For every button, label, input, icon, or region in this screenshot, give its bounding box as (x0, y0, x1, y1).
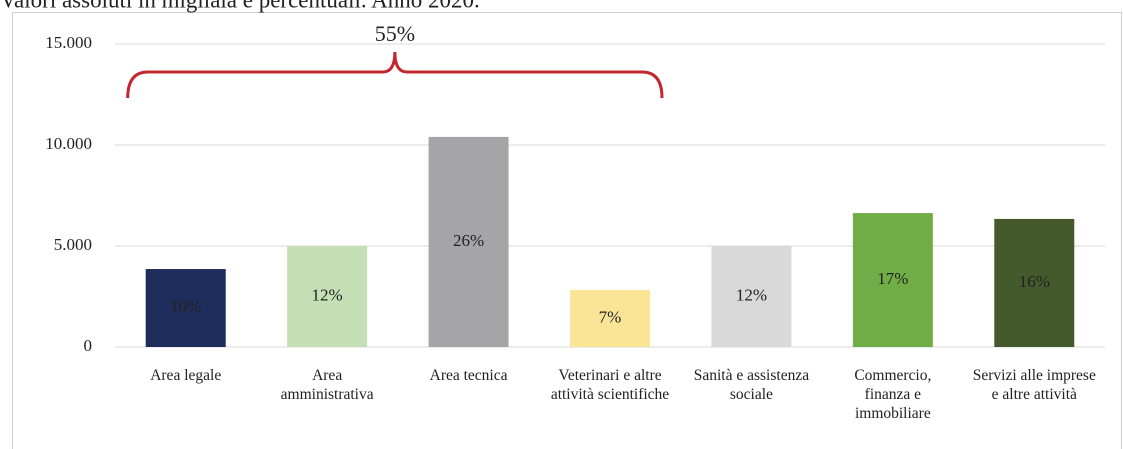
bar (994, 218, 1075, 347)
x-tick-label: Area tecnica (429, 367, 508, 384)
y-tick-label: 0 (84, 336, 93, 355)
bar (145, 269, 226, 347)
bar (852, 213, 933, 347)
chart-subtitle: Valori assoluti in migliaia e percentual… (0, 0, 480, 12)
bar (428, 136, 509, 347)
share-label: 12% (312, 285, 343, 304)
bracket (126, 51, 664, 99)
share-label: 10% (170, 297, 201, 316)
bar (570, 290, 650, 347)
bar (287, 246, 368, 347)
x-tick-label: Commercio, finanza e immobiliare (854, 367, 932, 422)
x-tick-label: Area amministrativa (280, 367, 374, 403)
x-tick-label: Veterinari e altre attività scientifiche (550, 367, 670, 403)
y-tick-label: 15.000 (45, 33, 92, 52)
x-tick-label: Sanità e assistenza sociale (693, 367, 810, 403)
share-label: 16% (1019, 272, 1050, 291)
annotation-label: 55% (375, 21, 415, 46)
bar (711, 246, 792, 347)
y-tick-label: 5.000 (54, 235, 92, 254)
x-tick-label: Area legale (150, 367, 222, 384)
share-label: 17% (877, 269, 908, 288)
share-label: 26% (453, 231, 484, 250)
share-label: 12% (736, 285, 767, 304)
x-tick-label: Servizi alle imprese e altre attività (972, 367, 1096, 403)
chart-frame (12, 12, 1122, 449)
y-tick-label: 10.000 (45, 134, 92, 153)
share-label: 7% (599, 307, 622, 326)
